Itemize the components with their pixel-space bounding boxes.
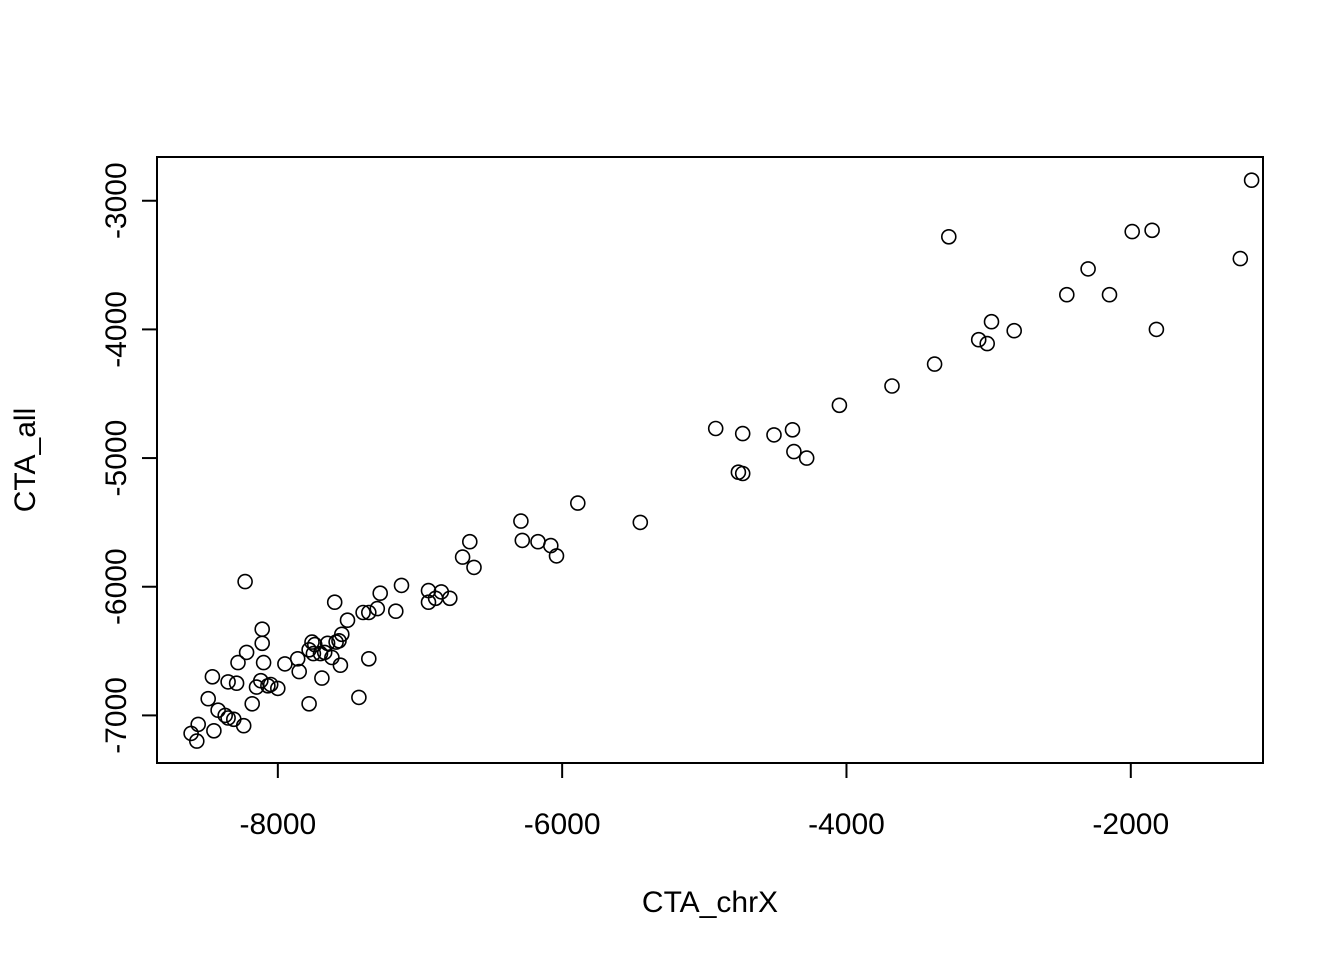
- points-layer: [183, 172, 1260, 749]
- data-point: [530, 533, 546, 550]
- data-point: [220, 674, 236, 690]
- x-tick-label: -2000: [1092, 808, 1169, 841]
- data-point: [1243, 172, 1260, 188]
- data-point: [326, 594, 343, 611]
- data-point: [304, 634, 320, 650]
- data-point: [204, 668, 221, 685]
- data-point: [983, 313, 1000, 330]
- data-point: [237, 573, 253, 590]
- data-point: [277, 656, 293, 672]
- data-point: [1101, 286, 1118, 303]
- x-tick-label: -6000: [524, 808, 601, 841]
- data-point: [228, 675, 245, 692]
- data-point: [548, 548, 565, 564]
- data-point: [926, 356, 943, 372]
- data-point: [289, 650, 306, 667]
- data-point: [360, 650, 377, 667]
- data-point: [1080, 261, 1096, 277]
- data-point: [369, 600, 386, 617]
- data-point: [190, 716, 206, 733]
- data-point: [183, 725, 199, 742]
- data-point: [255, 654, 272, 671]
- data-point: [312, 645, 329, 662]
- y-tick-label: -4000: [100, 291, 133, 368]
- data-point: [542, 537, 559, 554]
- data-point: [466, 559, 482, 576]
- y-tick-label: -7000: [100, 677, 133, 754]
- data-point: [306, 636, 323, 653]
- data-point: [1148, 321, 1165, 338]
- data-point: [1059, 286, 1075, 303]
- x-tick-label: -4000: [808, 808, 885, 841]
- data-point: [254, 635, 271, 652]
- data-point: [206, 722, 222, 739]
- data-point: [766, 427, 782, 443]
- data-point: [291, 663, 308, 680]
- data-point: [230, 654, 246, 671]
- data-point: [189, 733, 205, 749]
- data-point: [461, 533, 478, 550]
- data-point: [244, 695, 260, 712]
- y-axis: -7000 -6000 -5000 -4000 -3000: [100, 162, 158, 754]
- data-point: [339, 612, 356, 629]
- x-axis: -8000 -6000 -4000 -2000: [239, 762, 1169, 841]
- x-axis-title: CTA_chrX: [642, 886, 778, 919]
- data-point: [1124, 223, 1140, 240]
- data-point: [970, 331, 987, 348]
- data-point: [328, 634, 344, 650]
- data-point: [513, 513, 529, 529]
- data-point: [372, 585, 389, 602]
- data-point: [454, 549, 471, 565]
- data-point: [220, 710, 236, 726]
- data-point: [979, 335, 996, 352]
- data-point: [355, 604, 371, 621]
- data-point: [786, 443, 802, 460]
- data-point: [332, 657, 349, 674]
- data-point: [351, 689, 367, 706]
- data-point: [884, 378, 900, 394]
- data-point: [1232, 250, 1249, 267]
- y-tick-label: -5000: [100, 420, 133, 497]
- data-point: [387, 603, 404, 620]
- data-point: [784, 421, 801, 438]
- y-axis-title: CTA_all: [9, 408, 42, 512]
- y-tick-label: -6000: [100, 548, 133, 625]
- data-point: [420, 594, 437, 611]
- data-point: [734, 465, 751, 482]
- data-point: [1006, 322, 1023, 339]
- data-point: [514, 532, 531, 549]
- data-point: [831, 397, 848, 414]
- data-point: [269, 680, 286, 697]
- data-point: [235, 717, 252, 734]
- data-point: [734, 425, 751, 442]
- data-point: [940, 229, 957, 245]
- data-point: [217, 707, 233, 724]
- y-tick-label: -3000: [100, 162, 133, 239]
- data-point: [360, 604, 377, 621]
- data-point: [569, 495, 586, 511]
- data-point: [707, 420, 724, 437]
- data-point: [393, 577, 410, 594]
- data-point: [632, 514, 649, 531]
- data-point: [238, 644, 255, 661]
- data-point: [254, 621, 271, 638]
- data-point: [200, 690, 216, 707]
- data-point: [305, 645, 322, 662]
- data-point: [301, 695, 317, 712]
- data-point: [319, 635, 336, 652]
- data-point: [441, 590, 458, 607]
- data-point: [301, 641, 317, 658]
- data-point: [314, 670, 330, 686]
- data-point: [1144, 222, 1160, 239]
- plot-frame: [156, 156, 1264, 764]
- data-point: [798, 450, 815, 466]
- x-tick-label: -8000: [239, 808, 316, 841]
